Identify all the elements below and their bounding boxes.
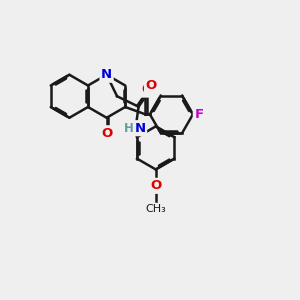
Text: H: H xyxy=(124,122,134,135)
Text: N: N xyxy=(101,68,112,81)
Text: O: O xyxy=(146,79,157,92)
Text: O: O xyxy=(101,127,112,140)
Text: O: O xyxy=(150,179,161,192)
Text: O: O xyxy=(141,83,153,96)
Text: F: F xyxy=(194,108,203,121)
Text: CH₃: CH₃ xyxy=(145,204,166,214)
Text: N: N xyxy=(134,122,146,135)
